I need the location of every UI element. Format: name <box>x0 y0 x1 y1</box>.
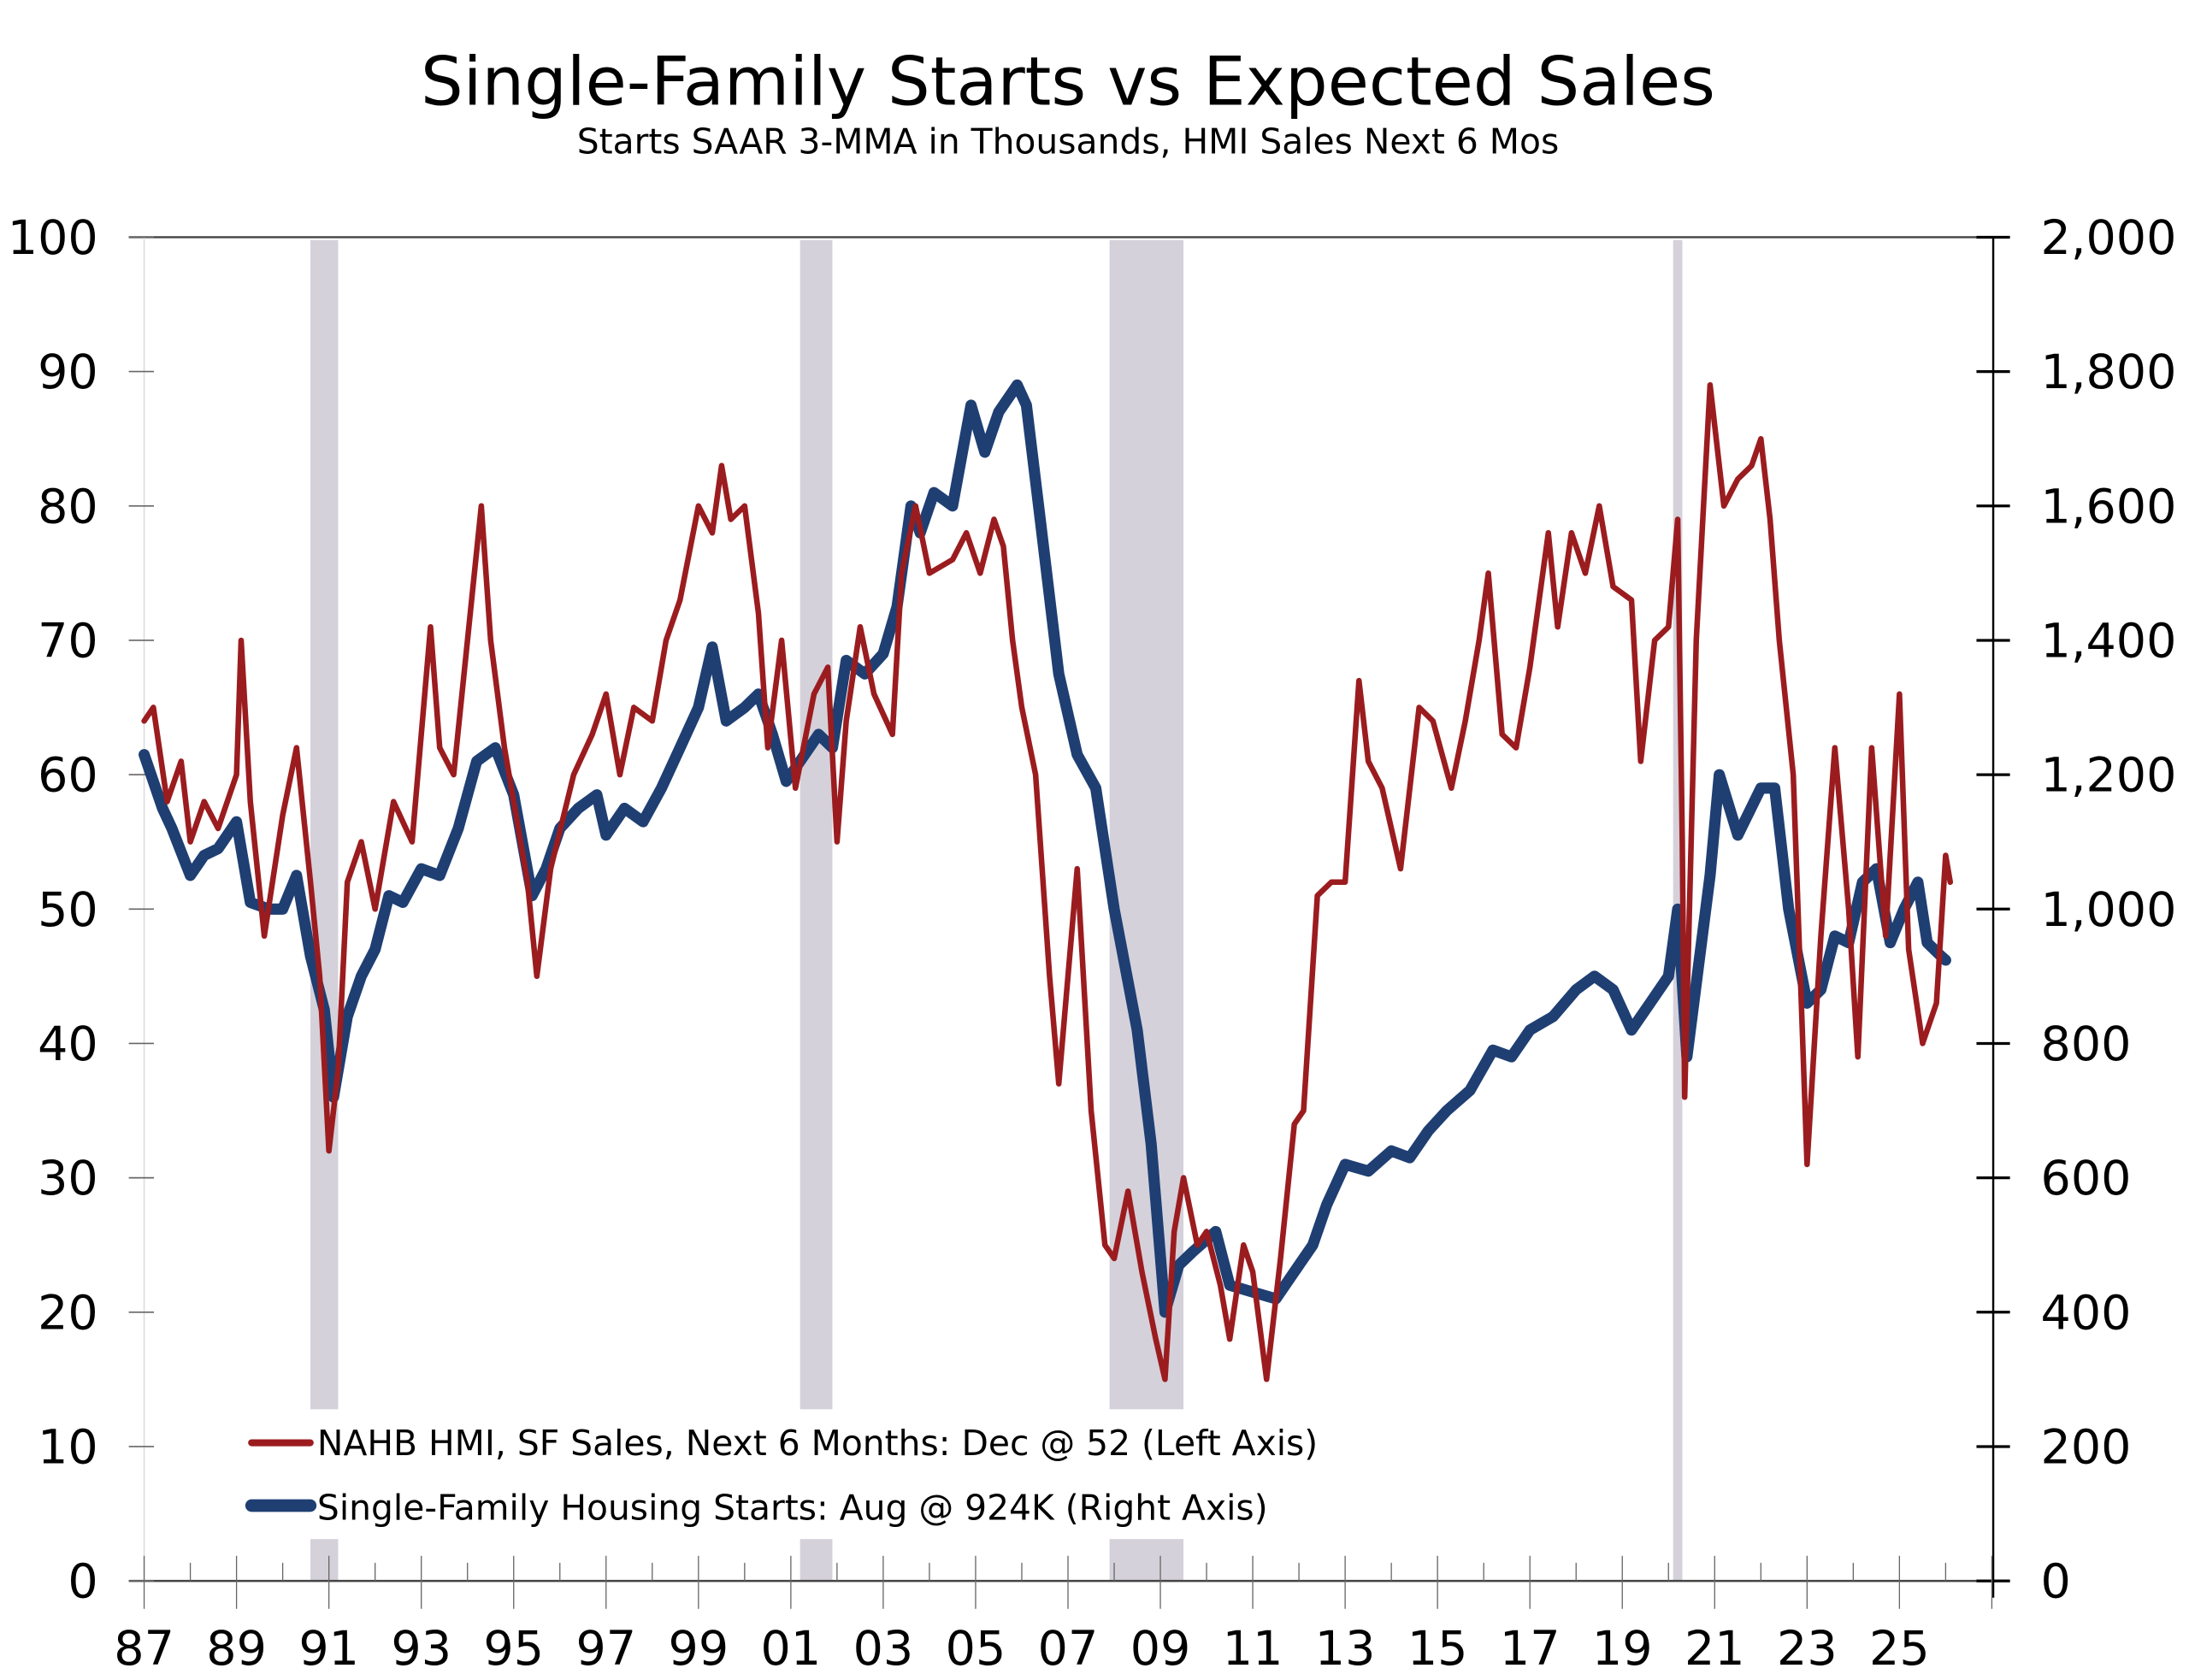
axes: 010203040506070809010002004006008001,000… <box>8 210 2177 1677</box>
left-tick-label: 80 <box>38 479 98 534</box>
right-tick-label: 400 <box>2041 1285 2132 1341</box>
legend-label-starts: Single-Family Housing Starts: Aug @ 924K… <box>317 1487 1268 1528</box>
x-tick-label: 95 <box>483 1621 544 1677</box>
left-tick-label: 70 <box>38 614 98 669</box>
x-tick-label: 15 <box>1407 1621 1468 1677</box>
legend-background <box>179 1409 1478 1540</box>
x-tick-label: 07 <box>1038 1621 1099 1677</box>
left-tick-label: 50 <box>38 882 98 938</box>
x-tick-label: 97 <box>575 1621 636 1677</box>
x-tick-label: 25 <box>1869 1621 1930 1677</box>
left-tick-label: 100 <box>8 210 98 266</box>
left-tick-label: 0 <box>68 1554 97 1610</box>
x-tick-label: 13 <box>1315 1621 1376 1677</box>
left-tick-label: 90 <box>38 345 98 400</box>
legend: NAHB HMI, SF Sales, Next 6 Months: Dec @… <box>179 1409 1478 1540</box>
right-tick-label: 800 <box>2041 1017 2132 1072</box>
x-tick-label: 87 <box>114 1621 174 1677</box>
left-tick-label: 20 <box>38 1285 98 1341</box>
right-tick-label: 1,400 <box>2041 614 2177 669</box>
recession-band <box>799 239 833 1582</box>
right-tick-label: 200 <box>2041 1420 2132 1476</box>
series-lines <box>139 379 1954 1382</box>
x-tick-label: 93 <box>391 1621 451 1677</box>
right-tick-label: 2,000 <box>2041 210 2177 266</box>
x-tick-label: 01 <box>761 1621 822 1677</box>
x-tick-label: 23 <box>1777 1621 1838 1677</box>
left-tick-label: 40 <box>38 1017 98 1072</box>
x-tick-label: 03 <box>853 1621 914 1677</box>
right-tick-label: 0 <box>2041 1554 2071 1610</box>
right-tick-label: 600 <box>2041 1151 2132 1206</box>
x-tick-label: 17 <box>1500 1621 1561 1677</box>
x-tick-label: 99 <box>669 1621 729 1677</box>
right-tick-label: 1,800 <box>2041 345 2177 400</box>
x-tick-label: 91 <box>298 1621 359 1677</box>
left-tick-label: 30 <box>38 1151 98 1206</box>
recession-band <box>1109 239 1184 1582</box>
right-tick-label: 1,200 <box>2041 748 2177 804</box>
chart-title: Single-Family Starts vs Expected Sales <box>421 43 1715 121</box>
x-tick-label: 09 <box>1130 1621 1191 1677</box>
chart-subtitle: Starts SAAR 3-MMA in Thousands, HMI Sale… <box>577 121 1560 162</box>
x-tick-label: 21 <box>1685 1621 1745 1677</box>
hmi-line <box>141 382 1954 1382</box>
x-tick-label: 19 <box>1592 1621 1653 1677</box>
right-tick-label: 1,600 <box>2041 479 2177 534</box>
right-tick-label: 1,000 <box>2041 882 2177 938</box>
x-tick-label: 89 <box>206 1621 267 1677</box>
x-tick-label: 11 <box>1223 1621 1283 1677</box>
legend-label-hmi: NAHB HMI, SF Sales, Next 6 Months: Dec @… <box>317 1423 1318 1464</box>
recession-bands <box>310 239 1683 1582</box>
left-tick-label: 60 <box>38 748 98 804</box>
left-tick-label: 10 <box>38 1420 98 1476</box>
x-tick-label: 05 <box>946 1621 1006 1677</box>
